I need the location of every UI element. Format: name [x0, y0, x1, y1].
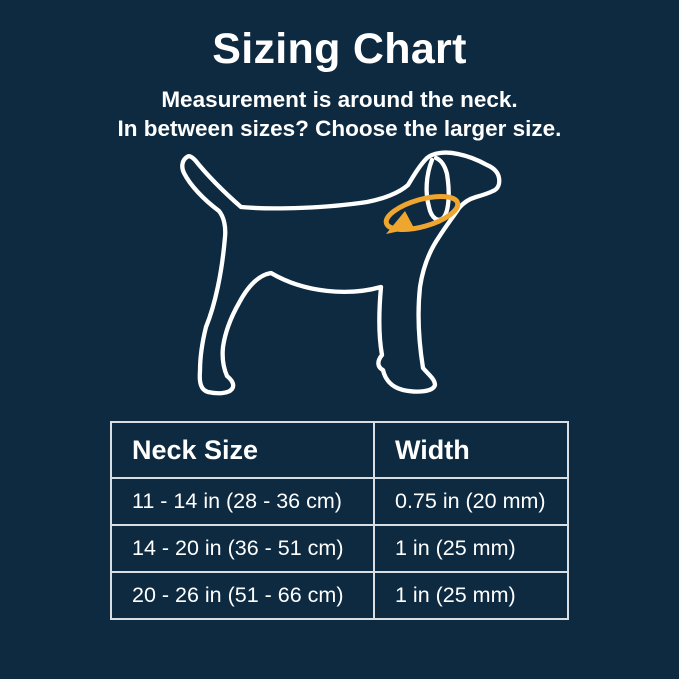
dog-illustration: [171, 147, 525, 409]
neck-size-value: 11 - 14 in (28 - 36 cm): [110, 477, 375, 527]
dog-outline: [179, 150, 501, 396]
measurement-arrow-icon: [383, 194, 460, 233]
subtitle: Measurement is around the neck. In betwe…: [0, 85, 679, 143]
measurement-loop: [383, 194, 460, 233]
column-header-width: Width: [373, 421, 569, 480]
table-row: 11 - 14 in (28 - 36 cm) 0.75 in (20 mm): [110, 477, 569, 527]
table-row: 20 - 26 in (51 - 66 cm) 1 in (25 mm): [110, 571, 569, 621]
column-header-neck-size: Neck Size: [110, 421, 375, 480]
page-title: Sizing Chart: [212, 25, 467, 73]
subtitle-line-2: In between sizes? Choose the larger size…: [117, 116, 562, 142]
subtitle-line-1: Measurement is around the neck.: [161, 87, 518, 113]
dog-ear-line: [423, 156, 451, 223]
sizing-table: Neck Size Width 11 - 14 in (28 - 36 cm) …: [110, 421, 569, 621]
width-value: 0.75 in (20 mm): [373, 477, 569, 527]
measurement-arrowhead: [385, 211, 414, 235]
neck-size-value: 20 - 26 in (51 - 66 cm): [110, 571, 375, 621]
table-header-row: Neck Size Width: [110, 421, 569, 480]
neck-size-value: 14 - 20 in (36 - 51 cm): [110, 524, 375, 574]
width-value: 1 in (25 mm): [373, 524, 569, 574]
dog-outline-svg: [179, 150, 501, 396]
table-row: 14 - 20 in (36 - 51 cm) 1 in (25 mm): [110, 524, 569, 574]
width-value: 1 in (25 mm): [373, 571, 569, 621]
